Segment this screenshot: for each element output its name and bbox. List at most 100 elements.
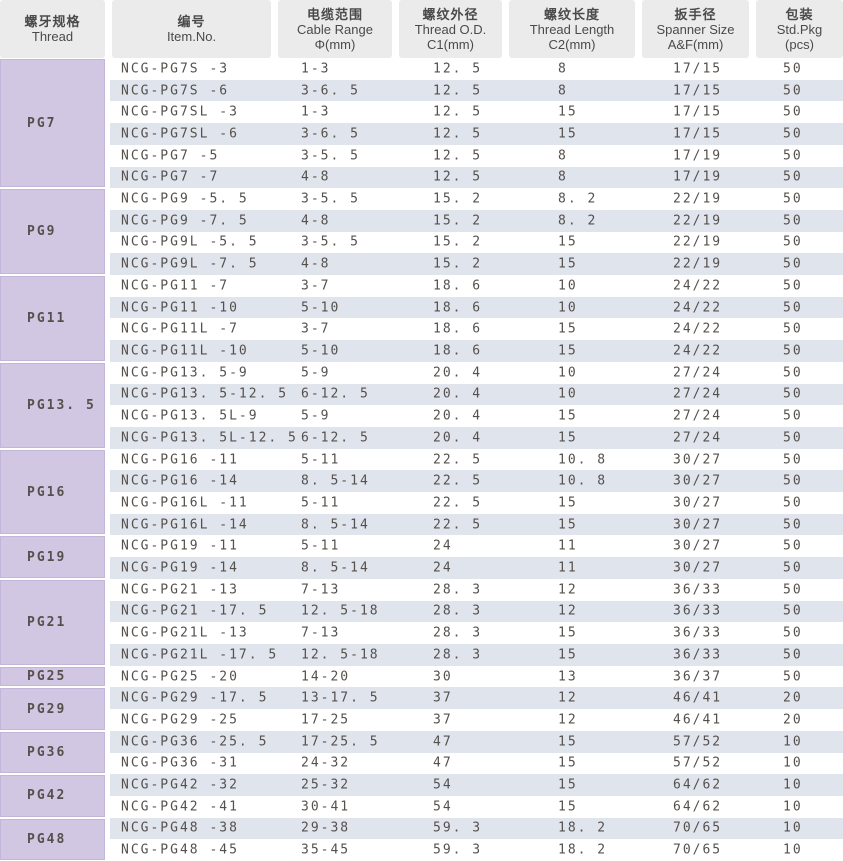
cell-range: 6-12. 5 [301, 430, 370, 446]
cell-range: 3-5. 5 [301, 191, 360, 207]
column-header-thread-length-unit: C2(mm) [548, 36, 596, 52]
cell-pkg: 50 [783, 365, 803, 381]
cell-len: 15 [558, 647, 578, 663]
cell-len: 11 [558, 560, 578, 576]
cell-od: 15. 2 [433, 213, 483, 229]
column-header-std-pkg: 包装 Std.Pkg (pcs) [756, 0, 843, 58]
cell-od: 59. 3 [433, 820, 483, 836]
cell-od: 24 [433, 560, 453, 576]
cell-pkg: 50 [783, 126, 803, 142]
cell-pkg: 50 [783, 104, 803, 120]
cell-pkg: 50 [783, 321, 803, 337]
cell-spanner: 36/33 [673, 647, 723, 663]
thread-label: PG25 [27, 669, 67, 685]
cell-od: 22. 5 [433, 452, 483, 467]
cell-spanner: 27/24 [673, 430, 723, 446]
cell-range: 24-32 [301, 755, 351, 771]
cell-pkg: 10 [783, 755, 803, 771]
cell-od: 37 [433, 690, 453, 706]
cell-item: NCG-PG29 -25 [121, 712, 239, 728]
cell-len: 18. 2 [558, 842, 608, 858]
thread-group-PG25: PG25 [0, 666, 105, 688]
column-header-spanner-size-en: Spanner Size [656, 21, 735, 37]
cell-range: 6-12. 5 [301, 386, 370, 402]
cell-od: 20. 4 [433, 430, 483, 446]
cell-range: 7-13 [301, 625, 341, 641]
cell-len: 10 [558, 386, 578, 402]
cell-item: NCG-PG29 -17. 5 [121, 690, 269, 706]
cell-range: 5-10 [301, 343, 341, 359]
table-row: NCG-PG48 -38 29-38 59. 3 18. 2 70/65 10 [110, 817, 843, 840]
cell-spanner: 17/15 [673, 61, 723, 77]
column-header-std-pkg-zh: 包装 [785, 6, 814, 22]
thread-group-cell: PG13. 5 [0, 362, 105, 448]
cell-pkg: 10 [783, 777, 803, 793]
table-row: NCG-PG21 -17. 5 12. 5-18 28. 3 12 36/33 50 [110, 600, 843, 623]
thread-group-PG21: PG21 [0, 579, 105, 666]
cell-len: 15 [558, 126, 578, 142]
column-header-cable-range: 电缆范围 Cable Range Φ(mm) [278, 0, 392, 58]
cell-pkg: 50 [783, 669, 803, 685]
cell-range: 35-45 [301, 842, 351, 858]
table-row: NCG-PG21 -13 7-13 28. 3 12 36/33 50 [110, 578, 843, 601]
thread-group-cell: PG48 [0, 818, 105, 861]
cell-pkg: 50 [783, 560, 803, 576]
cell-spanner: 64/62 [673, 777, 723, 793]
cell-spanner: 46/41 [673, 712, 723, 728]
column-header-thread-od-zh: 螺纹外径 [422, 6, 479, 22]
table-row: NCG-PG16 -14 8. 5-14 22. 5 10. 8 30/27 50 [110, 470, 843, 493]
thread-label: PG36 [27, 745, 67, 760]
cell-len: 15 [558, 343, 578, 359]
cell-range: 29-38 [301, 820, 351, 836]
cell-spanner: 22/19 [673, 191, 723, 207]
cell-range: 5-11 [301, 538, 341, 554]
cell-len: 18. 2 [558, 820, 608, 836]
cell-spanner: 30/27 [673, 495, 723, 511]
cell-od: 20. 4 [433, 365, 483, 381]
cell-pkg: 50 [783, 343, 803, 359]
cell-pkg: 50 [783, 213, 803, 229]
table-row: NCG-PG13. 5-12. 5 6-12. 5 20. 4 10 27/24 50 [110, 383, 843, 406]
cell-range: 7-13 [301, 582, 341, 598]
cell-pkg: 50 [783, 256, 803, 272]
cell-spanner: 17/15 [673, 104, 723, 120]
cell-len: 12 [558, 582, 578, 598]
thread-label: PG42 [27, 788, 67, 804]
cell-len: 8 [558, 169, 568, 185]
cell-pkg: 50 [783, 517, 803, 533]
cell-len: 12 [558, 603, 578, 619]
cell-range: 3-5. 5 [301, 148, 360, 164]
cell-len: 12 [558, 712, 578, 728]
cell-len: 15 [558, 430, 578, 446]
column-header-cable-range-unit: Φ(mm) [314, 36, 356, 52]
table-row: NCG-PG13. 5-9 5-9 20. 4 10 27/24 50 [110, 361, 843, 384]
cell-pkg: 50 [783, 495, 803, 511]
cell-len: 10. 8 [558, 473, 608, 489]
cell-item: NCG-PG42 -41 [121, 799, 239, 815]
cell-item: NCG-PG9L -7. 5 [121, 256, 259, 272]
cell-len: 15 [558, 234, 578, 250]
thread-label: PG9 [27, 224, 57, 240]
cell-range: 30-41 [301, 799, 351, 815]
cell-len: 8. 2 [558, 213, 598, 229]
cell-range: 25-32 [301, 777, 351, 793]
cell-pkg: 50 [783, 625, 803, 641]
cell-pkg: 50 [783, 538, 803, 554]
cell-item: NCG-PG21 -17. 5 [121, 603, 269, 619]
cell-len: 15 [558, 734, 578, 750]
cell-od: 28. 3 [433, 603, 483, 619]
cell-od: 37 [433, 712, 453, 728]
table-row: NCG-PG13. 5L-9 5-9 20. 4 15 27/24 50 [110, 405, 843, 427]
cell-range: 17-25. 5 [301, 734, 380, 750]
column-header-thread-length-zh: 螺纹长度 [543, 6, 600, 22]
cell-len: 15 [558, 799, 578, 815]
cell-len: 8 [558, 61, 568, 77]
table-row: NCG-PG29 -17. 5 13-17. 5 37 12 46/41 20 [110, 687, 843, 710]
cell-item: NCG-PG19 -14 [121, 560, 239, 576]
table-row: NCG-PG25 -20 14-20 30 13 36/37 50 [110, 665, 843, 688]
table-row: NCG-PG16 -11 5-11 22. 5 10. 8 30/27 50 [110, 448, 843, 471]
cell-pkg: 50 [783, 386, 803, 402]
cell-od: 18. 6 [433, 321, 483, 337]
table-row: NCG-PG42 -41 30-41 54 15 64/62 10 [110, 795, 843, 818]
column-header-std-pkg-unit: (pcs) [785, 36, 814, 52]
